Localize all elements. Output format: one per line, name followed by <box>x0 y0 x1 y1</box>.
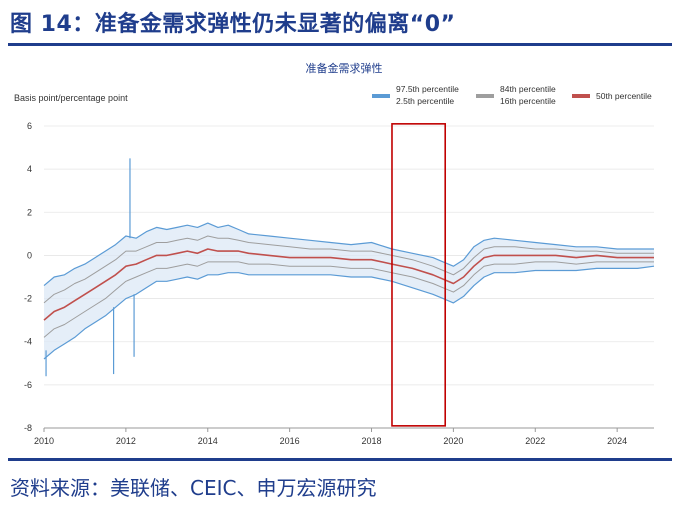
x-tick-label: 2018 <box>362 436 382 446</box>
figure-title: 图 14：准备金需求弹性仍未显著的偏离“0” <box>10 12 456 37</box>
highlight-rectangle <box>391 123 447 427</box>
series-line-84th-percentile <box>43 235 654 304</box>
highlight-box <box>391 123 447 427</box>
title-rule <box>8 43 672 46</box>
y-tick-label: -2 <box>24 294 32 304</box>
y-tick-label: 0 <box>27 250 32 260</box>
series-line-97-5th-percentile <box>43 222 654 287</box>
x-tick-label: 2012 <box>116 436 136 446</box>
legend-label: 97.5th percentile <box>396 84 459 94</box>
y-axis-title: Basis point/percentage point <box>14 93 128 103</box>
x-tick-label: 2022 <box>525 436 545 446</box>
legend-label: 84th percentile <box>500 84 556 94</box>
y-tick-label: 4 <box>27 164 32 174</box>
y-tick-label: 6 <box>27 121 32 131</box>
series-line-50th-percentile <box>43 248 654 321</box>
elasticity-chart: 准备金需求弹性 Basis point/percentage point 97.… <box>14 61 655 446</box>
y-tick-label: -4 <box>24 337 32 347</box>
x-tick-label: 2014 <box>198 436 218 446</box>
source-rule <box>8 458 672 461</box>
x-tick-label: 2010 <box>34 436 54 446</box>
outer-band-fill <box>44 223 654 359</box>
series-line-16th-percentile <box>43 261 654 338</box>
y-tick-label: -8 <box>24 423 32 433</box>
x-tick-label: 2016 <box>280 436 300 446</box>
y-tick-label: 2 <box>27 207 32 217</box>
x-tick-label: 2024 <box>607 436 627 446</box>
y-tick-label: -6 <box>24 380 32 390</box>
x-tick-label: 2020 <box>443 436 463 446</box>
percentile-lines <box>43 158 655 377</box>
legend-label: 50th percentile <box>596 91 652 101</box>
source-note: 资料来源：美联储、CEIC、申万宏源研究 <box>10 476 377 500</box>
series-line-2-5th-percentile <box>43 265 655 360</box>
chart-title: 准备金需求弹性 <box>306 61 383 75</box>
percentile-bands <box>44 223 654 359</box>
chart-legend: 97.5th percentile 2.5th percentile 84th pe… <box>372 84 652 106</box>
legend-label: 16th percentile <box>500 96 556 106</box>
legend-label: 2.5th percentile <box>396 96 454 106</box>
